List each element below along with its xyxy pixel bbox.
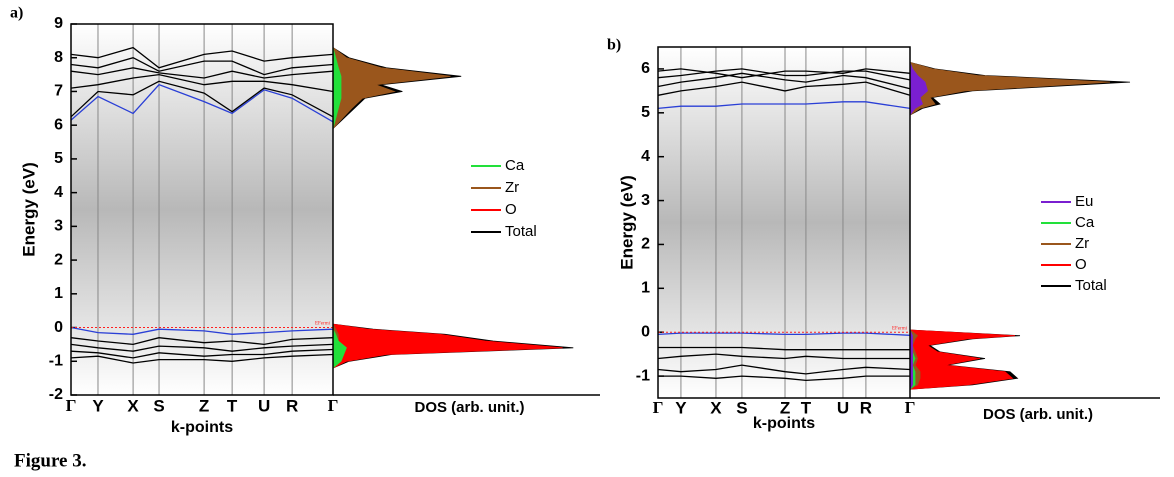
y-tick-label: 2 [641,236,650,253]
band [70,353,334,364]
band [70,80,334,118]
band [657,101,911,110]
band [657,72,911,90]
y-tick-label: 7 [54,83,63,100]
y-tick-label: 1 [641,280,650,297]
dos-area [332,46,451,369]
x-tick-label: S [153,396,164,415]
plot-frame [657,46,911,399]
x-tick-label: R [286,396,298,415]
x-tick-label: X [710,398,722,417]
y-tick-label: 3 [641,192,650,209]
band [70,73,334,93]
y-tick-label: 4 [641,148,650,165]
legend-label: Zr [1075,235,1089,252]
dos-axis-label: DOS (arb. unit.) [415,399,525,416]
legend-label: Ca [1075,214,1095,231]
y-tick-label: 3 [54,218,63,235]
plot-frame [70,23,334,396]
x-tick-label: T [801,398,812,417]
x-tick-label: U [258,396,270,415]
band [657,353,910,360]
legend-label: Total [505,223,537,240]
x-tick-label: Γ [653,398,664,417]
y-tick-label: -1 [49,352,63,369]
band [658,375,910,382]
dos-axis-label: DOS (arb. unit.) [983,406,1093,423]
x-axis-label: k-points [171,419,233,436]
legend-label: Ca [505,157,525,174]
legend-label: Total [1075,277,1107,294]
y-axis-label: Energy (eV) [19,162,38,256]
x-tick-label: Z [780,398,790,417]
fermi-label: EFermi [892,326,908,331]
fermi-label: EFermi [315,322,331,327]
y-tick-label: -2 [49,386,63,403]
legend-label: Zr [505,179,519,196]
band [70,83,334,123]
band [70,343,334,352]
x-tick-label: Γ [905,398,916,417]
band [657,68,911,79]
y-tick-label: 5 [54,150,63,167]
band [70,46,334,69]
x-tick-label: Y [92,396,104,415]
x-tick-label: R [860,398,872,417]
panel-label: b) [607,37,621,54]
legend-label: O [1075,256,1087,273]
x-tick-label: S [736,398,747,417]
y-tick-label: 1 [54,285,63,302]
y-tick-label: 6 [54,116,63,133]
band [657,68,911,81]
legend-label: Eu [1075,193,1093,210]
caption: Figure 3. [14,450,86,471]
y-tick-label: 2 [54,251,63,268]
y-tick-label: -1 [636,367,650,384]
band-gap-shading [658,47,910,398]
dos-area [332,47,347,369]
y-tick-label: 9 [54,15,63,32]
band [658,346,910,351]
band [70,348,334,359]
panel-label: a) [10,5,23,22]
x-tick-label: X [127,396,139,415]
band [657,81,911,96]
x-tick-label: Z [199,396,209,415]
x-tick-label: Γ [328,396,339,415]
x-tick-label: Γ [66,396,77,415]
y-tick-label: 0 [641,323,650,340]
y-axis-label: Energy (eV) [617,175,636,269]
x-axis-label: k-points [753,415,815,432]
y-tick-label: 4 [54,184,63,201]
band [657,332,911,336]
x-tick-label: Y [675,398,687,417]
x-tick-label: T [227,396,238,415]
y-tick-label: 5 [641,104,650,121]
x-tick-label: U [837,398,849,417]
band [70,326,334,335]
band [70,337,334,346]
legend-label: O [505,201,517,218]
band [70,57,334,76]
y-tick-label: 6 [641,60,650,77]
band [657,364,911,375]
y-tick-label: 8 [54,49,63,66]
band [70,67,334,79]
y-tick-label: 0 [54,319,63,336]
